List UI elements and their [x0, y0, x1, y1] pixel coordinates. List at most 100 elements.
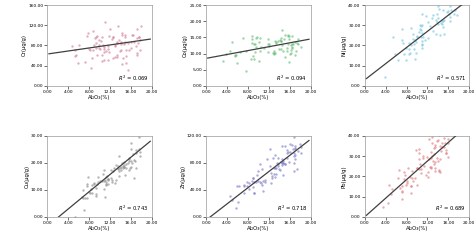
Point — [440, 8, 447, 12]
Point — [125, 68, 132, 72]
Point — [250, 42, 257, 46]
Point — [451, 0, 459, 3]
Point — [227, 49, 234, 53]
Point — [293, 167, 301, 171]
Point — [133, 51, 141, 55]
Point — [121, 33, 128, 37]
Point — [115, 169, 122, 173]
Point — [433, 20, 440, 24]
Point — [68, 44, 76, 48]
Point — [106, 27, 114, 31]
Point — [111, 55, 118, 59]
Point — [79, 188, 87, 192]
Point — [407, 43, 415, 47]
Point — [116, 174, 123, 178]
Point — [257, 181, 265, 185]
Point — [446, 130, 454, 134]
Point — [435, 169, 443, 173]
Point — [285, 60, 293, 64]
Point — [78, 195, 86, 199]
Point — [444, 130, 451, 134]
Point — [436, 170, 444, 174]
Point — [416, 30, 423, 35]
Point — [100, 179, 108, 183]
Point — [100, 50, 108, 54]
Point — [258, 167, 266, 171]
Point — [418, 42, 426, 46]
Point — [422, 14, 430, 18]
Point — [265, 44, 273, 48]
Point — [95, 46, 103, 50]
Point — [391, 52, 399, 56]
Point — [294, 37, 302, 41]
Point — [260, 46, 268, 50]
Point — [450, 12, 458, 16]
Point — [264, 157, 271, 161]
Point — [277, 47, 285, 51]
Point — [264, 37, 272, 41]
Point — [124, 162, 131, 166]
Point — [118, 161, 126, 165]
Point — [284, 34, 292, 38]
Point — [253, 35, 261, 39]
Point — [117, 165, 125, 169]
Point — [251, 42, 258, 46]
Point — [128, 161, 136, 165]
Point — [400, 170, 407, 174]
Point — [421, 38, 429, 42]
Point — [408, 184, 415, 188]
Point — [290, 169, 297, 173]
Point — [120, 42, 128, 46]
Point — [407, 191, 415, 195]
Point — [431, 169, 438, 173]
Point — [242, 49, 250, 53]
Point — [431, 143, 438, 147]
Point — [399, 41, 407, 45]
Point — [283, 148, 291, 152]
Point — [107, 176, 114, 180]
Point — [425, 20, 432, 24]
Point — [118, 62, 126, 66]
Point — [288, 34, 296, 38]
Point — [118, 30, 126, 35]
Point — [132, 166, 140, 170]
Point — [117, 48, 125, 52]
Point — [434, 16, 441, 20]
Point — [270, 49, 278, 53]
Point — [387, 192, 395, 196]
Point — [72, 53, 80, 57]
Point — [439, 25, 447, 29]
Y-axis label: Cr(μg/g): Cr(μg/g) — [22, 35, 27, 56]
Point — [127, 141, 135, 145]
Point — [128, 159, 135, 163]
Point — [134, 53, 141, 57]
Point — [116, 49, 124, 53]
Point — [271, 175, 279, 179]
Point — [407, 26, 415, 30]
Point — [431, 145, 439, 149]
Point — [253, 179, 260, 183]
Point — [94, 175, 102, 179]
Point — [428, 141, 436, 145]
Point — [256, 162, 264, 166]
Point — [89, 56, 96, 60]
Point — [424, 36, 431, 40]
Point — [433, 12, 441, 16]
Text: $R^2$ = 0.743: $R^2$ = 0.743 — [118, 204, 149, 213]
Point — [259, 179, 267, 183]
Point — [116, 38, 123, 42]
Y-axis label: Co(μg/g): Co(μg/g) — [183, 34, 188, 57]
Point — [430, 29, 438, 34]
Point — [415, 167, 423, 171]
Point — [236, 50, 244, 54]
Point — [132, 148, 140, 152]
X-axis label: Al₂O₃(%): Al₂O₃(%) — [406, 226, 428, 231]
Point — [288, 51, 295, 55]
Point — [239, 36, 246, 40]
Point — [102, 183, 109, 187]
Point — [413, 166, 420, 170]
Point — [287, 43, 294, 47]
Point — [389, 35, 396, 39]
Point — [113, 55, 121, 59]
Point — [451, 0, 458, 3]
